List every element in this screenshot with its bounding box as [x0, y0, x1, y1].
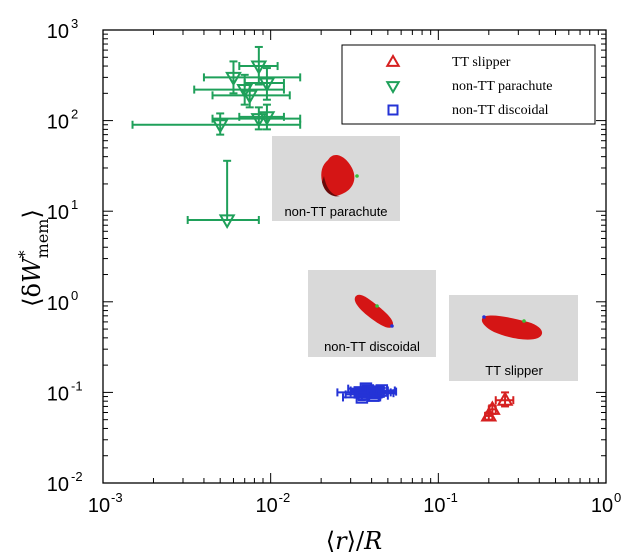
x-axis-title: ⟨r⟩/R	[326, 527, 382, 555]
data-point	[250, 113, 268, 128]
y-tick-label: 10	[47, 21, 69, 43]
x-tick-label: 10	[591, 495, 613, 517]
legend-marker	[387, 104, 399, 116]
inset-label-parachute: non-TT parachute	[284, 204, 387, 219]
y-tick-label: 10	[47, 112, 69, 134]
marker-dot-blue	[390, 324, 394, 328]
data-point	[258, 77, 276, 93]
legend-label: TT slipper	[452, 55, 511, 70]
cell-shape-parachute	[321, 154, 355, 196]
cell-shape-discoidal	[354, 294, 394, 328]
series-non-tt-parachute	[131, 45, 302, 229]
x-tick-label: 10	[88, 495, 110, 517]
y-tick-label: 10	[47, 202, 69, 224]
inset-label-discoidal: non-TT discoidal	[324, 339, 420, 354]
data-series	[131, 45, 515, 422]
cell-shape-parachute-shade	[322, 176, 340, 197]
marker-dot-green	[522, 319, 526, 323]
y-axis-title: ⟨δW*mem⟩	[15, 209, 52, 307]
legend-label: non-TT discoidal	[452, 103, 549, 118]
series-tt-slipper	[480, 391, 515, 422]
inset-label-slipper: TT slipper	[485, 363, 543, 378]
y-tick-label-exponent: -2	[71, 469, 83, 484]
inset-non-tt-discoidal: non-TT discoidal	[308, 270, 436, 357]
marker-dot-green	[355, 174, 359, 178]
plot-frame	[102, 29, 607, 484]
data-point	[483, 400, 501, 415]
data-point	[218, 214, 236, 229]
axis-ticks	[102, 30, 606, 484]
cell-shape-slipper	[481, 315, 543, 340]
data-point	[241, 89, 259, 105]
legend-marker	[385, 53, 401, 67]
y-tick-label-exponent: 0	[71, 288, 78, 303]
tick-labels: 10 -3 10 -2 10 -1 10 010 -210 -110 010 110 210 3	[47, 16, 621, 517]
data-point	[211, 119, 229, 134]
x-tick-label: 10	[256, 495, 278, 517]
series-non-tt-discoidal	[336, 382, 398, 404]
marker-dot-blue	[482, 315, 486, 319]
x-tick-label: 10	[423, 495, 445, 517]
x-tick-label-exponent: -3	[111, 490, 123, 505]
y-tick-label: 10	[47, 474, 69, 496]
data-point	[225, 71, 242, 87]
y-tick-label-exponent: 2	[71, 107, 78, 122]
y-tick-label: 10	[47, 383, 69, 405]
legend-box	[341, 44, 596, 125]
data-point	[496, 391, 514, 406]
inset-non-tt-parachute: non-TT parachute	[272, 136, 400, 221]
legend-marker	[385, 81, 401, 95]
legend-label: non-TT parachute	[452, 79, 552, 94]
legend: TT slipper non-TT parachute non-TT discoid…	[341, 44, 596, 125]
x-tick-label-exponent: 0	[614, 490, 621, 505]
x-tick-label-exponent: -2	[279, 490, 291, 505]
y-tick-label-exponent: 3	[71, 16, 78, 31]
data-point	[250, 60, 268, 76]
inset-tt-slipper: TT slipper	[449, 295, 578, 381]
marker-dot-green	[375, 304, 379, 308]
y-tick-label-exponent: 1	[71, 197, 78, 212]
data-point	[375, 384, 389, 397]
y-tick-label: 10	[47, 293, 69, 315]
x-tick-label-exponent: -1	[446, 490, 458, 505]
y-tick-label-exponent: -1	[71, 378, 83, 393]
data-point	[359, 382, 373, 395]
